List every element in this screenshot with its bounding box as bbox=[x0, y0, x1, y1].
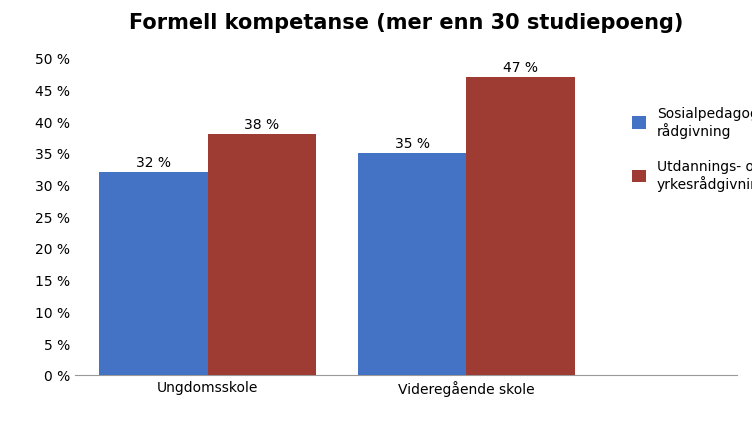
Text: 38 %: 38 % bbox=[244, 118, 279, 132]
Text: 35 %: 35 % bbox=[395, 137, 429, 151]
Bar bbox=[99, 173, 208, 375]
Legend: Sosialpedagogisk
rådgivning, Utdannings- og
yrkesrådgivning: Sosialpedagogisk rådgivning, Utdannings-… bbox=[625, 99, 752, 199]
Bar bbox=[208, 134, 316, 375]
Text: 47 %: 47 % bbox=[503, 61, 538, 75]
Bar bbox=[358, 153, 466, 375]
Title: Formell kompetanse (mer enn 30 studiepoeng): Formell kompetanse (mer enn 30 studiepoe… bbox=[129, 13, 684, 33]
Bar bbox=[466, 78, 575, 375]
Text: 32 %: 32 % bbox=[136, 156, 171, 170]
